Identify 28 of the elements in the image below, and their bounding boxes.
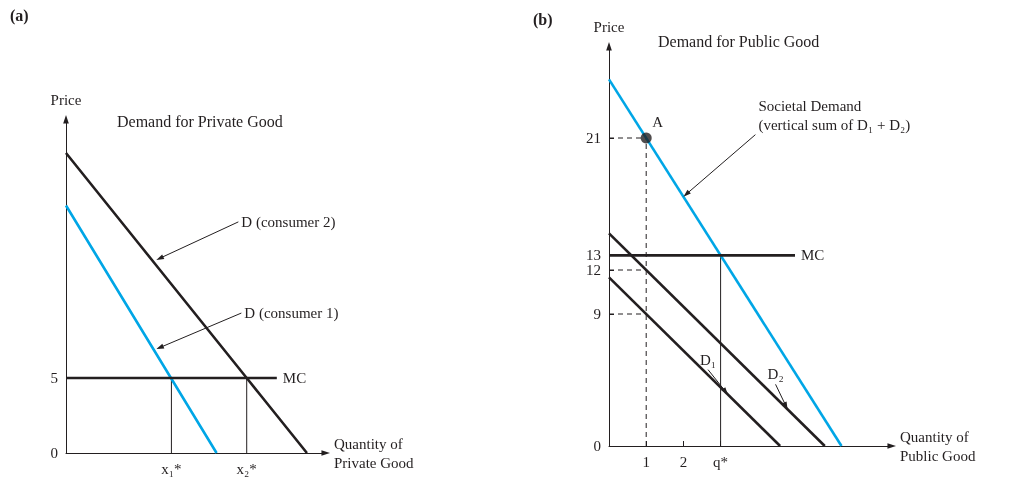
annotation: MC	[282, 370, 307, 386]
annotation: MC	[801, 247, 825, 264]
annotation: D₁	[700, 351, 717, 368]
chart-subtitle: Demand for Public Good	[658, 32, 820, 50]
y-tick-label: 21	[586, 130, 601, 146]
x-axis-title: Quantity of Public Good	[900, 428, 976, 464]
y-axis-title: Price	[593, 18, 625, 35]
x-tick-label: x₂*	[236, 460, 257, 477]
annotation: D (consumer 1)	[244, 305, 339, 323]
y-tick-label: 0	[50, 445, 58, 461]
y-tick-label: 5	[50, 370, 58, 386]
annotation: A	[652, 114, 664, 130]
x-tick-label: 2	[679, 453, 688, 470]
chart-title: (a)	[10, 6, 29, 25]
chart-subtitle: Demand for Private Good	[117, 112, 283, 130]
x-tick-label: x₁*	[161, 460, 182, 477]
x-tick-label: q*	[713, 453, 729, 470]
annotation: Societal Demand (vertical sum of D₁ + D₂)	[758, 98, 911, 135]
y-axis-title: Price	[50, 91, 82, 108]
y-tick-label: 0	[593, 438, 601, 454]
annotation: D (consumer 2)	[241, 213, 336, 231]
x-tick-label: 1	[642, 453, 650, 470]
y-tick-label: 12	[586, 262, 601, 278]
chart-title: (b)	[533, 10, 553, 29]
annotation: D₂	[767, 366, 784, 383]
y-tick-label: 13	[586, 247, 601, 264]
y-tick-label: 9	[593, 306, 601, 322]
x-axis-title: Quantity of Private Good	[334, 435, 415, 471]
